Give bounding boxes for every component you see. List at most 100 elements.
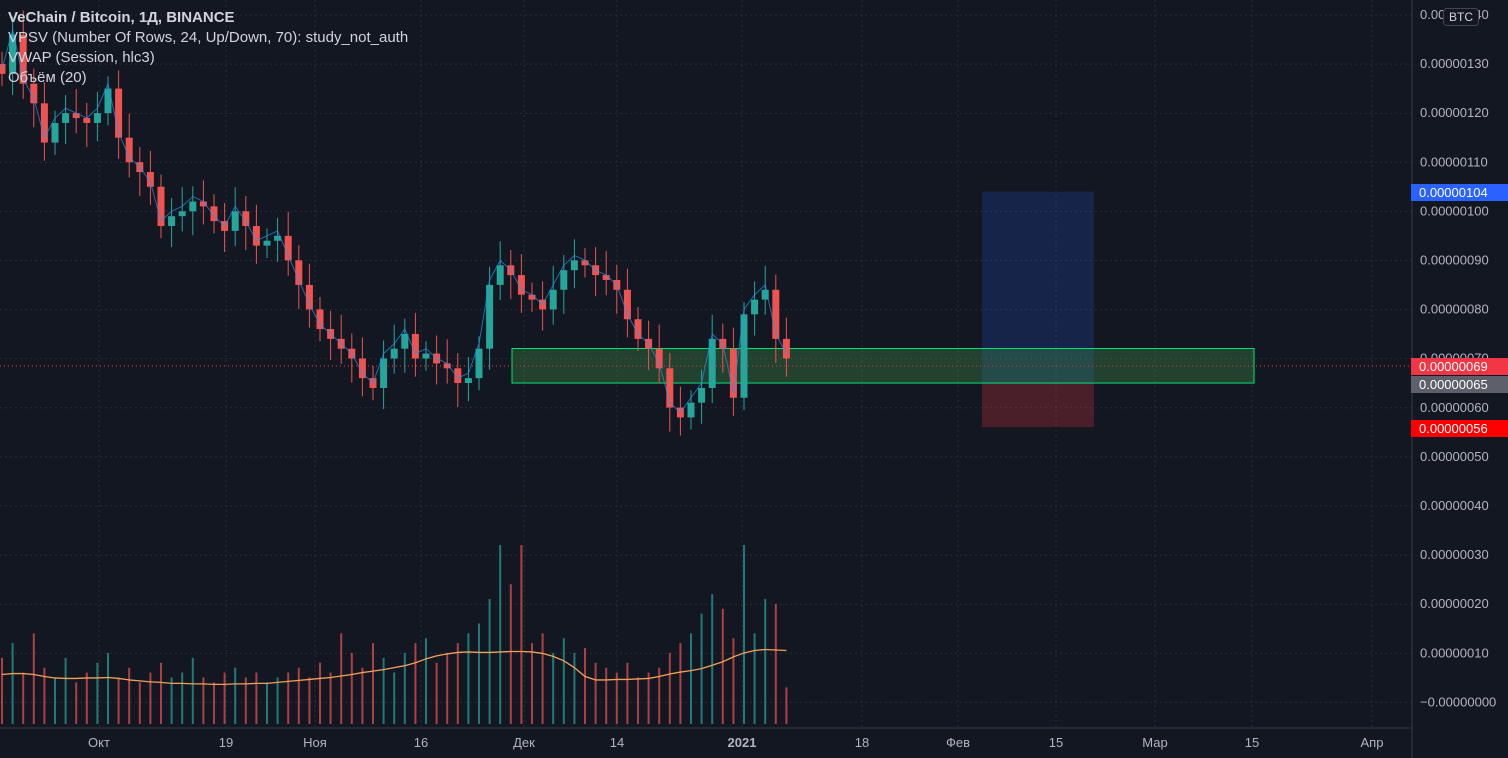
volume-bar [690, 633, 692, 724]
candle-body [125, 137, 133, 163]
candle-body [570, 260, 578, 271]
indicator-vpsv[interactable]: VPSV (Number Of Rows, 24, Up/Down, 70): … [8, 29, 409, 46]
x-tick-label: 2021 [728, 735, 757, 750]
candle-body [19, 34, 27, 84]
volume-bar [234, 667, 237, 724]
candle-body [115, 88, 123, 138]
x-tick-label: 16 [414, 735, 428, 750]
candle-body [549, 289, 557, 310]
y-tick-label: −0.00000000 [1420, 694, 1496, 709]
candle-body [178, 211, 186, 217]
volume-bar [488, 598, 491, 724]
volume-bar [11, 643, 14, 724]
volume-bar [117, 677, 120, 724]
volume-bar [32, 633, 35, 724]
volume-bar [329, 672, 332, 724]
candle-body [231, 211, 239, 231]
x-tick-label: 19 [219, 735, 233, 750]
volume-bar [244, 677, 247, 724]
target-price-label: 0.00000104 [1411, 184, 1508, 201]
candle-body [486, 284, 494, 349]
volume-bar [255, 672, 258, 724]
volume-bar [584, 648, 586, 724]
volume-bar [626, 662, 629, 724]
candle-body [666, 368, 674, 408]
volume-bar [467, 633, 470, 724]
candle-body [168, 216, 176, 227]
volume-bar [647, 672, 650, 724]
candle-body [358, 358, 366, 379]
volume-bar [509, 584, 512, 724]
candle-body [443, 363, 451, 369]
candle-body [708, 338, 716, 388]
volume-bar [43, 667, 46, 724]
candle-body [496, 265, 504, 285]
candle-body [199, 201, 207, 207]
candle-body [189, 201, 197, 212]
volume-bar [64, 657, 67, 724]
candle-body [729, 348, 737, 398]
volume-bar [732, 638, 735, 724]
volume-bar [319, 662, 321, 724]
candle-body [0, 64, 6, 74]
volume-bar [361, 667, 364, 724]
candle-body [623, 289, 631, 320]
y-tick-label: 0.00000040 [1420, 498, 1489, 513]
candle-body [517, 275, 525, 295]
symbol-title[interactable]: VeChain / Bitcoin, 1Д, BINANCE [8, 9, 235, 26]
candle-body [560, 270, 568, 290]
volume-bar [138, 682, 141, 724]
volume-bar [499, 545, 502, 724]
candle-body [93, 113, 101, 123]
x-tick-label: 15 [1049, 735, 1063, 750]
y-tick-label: 0.00000010 [1420, 645, 1489, 660]
candle-body [157, 186, 165, 227]
indicator-vwap[interactable]: VWAP (Session, hlc3) [8, 49, 155, 66]
volume-bar [181, 672, 184, 724]
candle-body [464, 378, 472, 384]
x-tick-label: Окт [88, 735, 110, 750]
candle-body [72, 113, 80, 119]
chart-legend: VeChain / Bitcoin, 1Д, BINANCE VPSV (Num… [8, 8, 408, 88]
volume-bar [753, 633, 756, 724]
volume-bar [223, 672, 226, 724]
x-tick-label: Апр [1361, 735, 1384, 750]
candle-body [242, 211, 250, 227]
y-tick-label: 0.00000030 [1420, 547, 1489, 562]
candle-body [761, 289, 769, 300]
profit-zone [982, 191, 1094, 384]
candle-body [602, 275, 610, 280]
volume-bar [743, 545, 745, 724]
volume-bar [202, 677, 205, 724]
current-price-label: 0.00000069 [1411, 358, 1508, 375]
candle-body [401, 333, 409, 349]
volume-bar [403, 652, 406, 724]
volume-bar [573, 652, 576, 724]
volume-bar [170, 677, 173, 724]
indicator-volume[interactable]: Объём (20) [8, 69, 87, 86]
volume-bar [308, 677, 311, 724]
loss-zone [982, 383, 1094, 428]
volume-bar [149, 672, 152, 724]
candle-body [210, 206, 218, 222]
y-tick-label: 0.00000020 [1420, 596, 1489, 611]
volume-bar [785, 687, 788, 724]
candle-body [782, 338, 790, 359]
volume-bar [266, 682, 268, 724]
volume-bar [85, 672, 88, 724]
volume-bar [774, 603, 777, 724]
volume-bar [213, 682, 215, 724]
currency-badge[interactable]: BTC [1443, 8, 1479, 26]
volume-bar [107, 652, 109, 724]
volume-bar [75, 682, 78, 724]
y-tick-label: 0.00000120 [1420, 105, 1489, 120]
y-tick-label: 0.00000050 [1420, 449, 1489, 464]
volume-bar [276, 677, 279, 724]
volume-bar [340, 633, 343, 724]
volume-bar [637, 677, 639, 724]
candle-body [581, 260, 589, 266]
candle-body [655, 348, 663, 369]
volume-bar [541, 633, 544, 724]
volume-bar [393, 672, 396, 724]
